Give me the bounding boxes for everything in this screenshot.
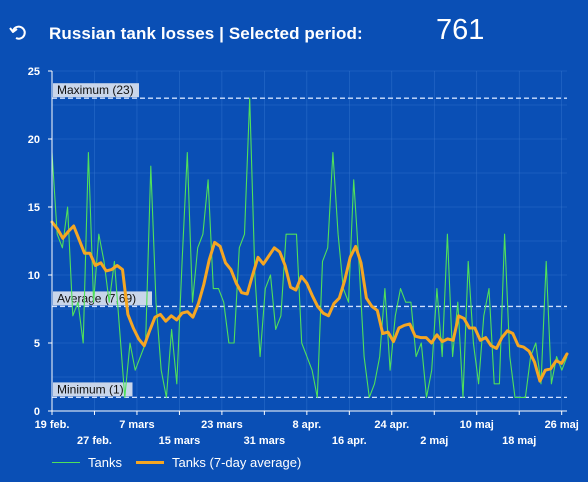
x-tick-label: 19 feb. [35,419,70,431]
legend-swatch-avg [135,461,164,464]
total-value: 761 [436,14,485,46]
x-tick-label: 16 apr. [332,435,367,447]
reference-label-maximum: Maximum (23) [57,83,134,97]
tank-losses-chart: Maximum (23) Average (7,69) Minimum (1) 0 5… [28,66,579,447]
reference-label-minimum: Minimum (1) [57,382,124,396]
legend-item-tanks[interactable]: Tanks [52,455,122,470]
y-tick-label: 20 [28,134,40,146]
x-tick-label: 8 apr. [292,419,321,431]
y-tick-label: 5 [34,338,40,350]
legend-label-avg: Tanks (7-day average) [171,455,302,470]
undo-arrow-icon[interactable] [8,22,30,44]
grid [51,70,567,412]
reference-label-box-maximum [53,83,139,98]
x-tick-label: 18 maj [502,435,536,447]
y-tick-label: 10 [28,270,40,282]
legend: Tanks Tanks (7-day average) [52,455,315,470]
reference-label-box-minimum [53,382,133,397]
x-tick-label: 2 maj [420,435,448,447]
x-tick-label: 24 apr. [374,419,409,431]
y-tick-label: 15 [28,202,40,214]
series [50,97,569,398]
series-line-tanks-7day-average [50,220,569,383]
legend-label-tanks: Tanks [88,455,122,470]
x-tick-label: 26 maj [545,419,579,431]
legend-item-avg[interactable]: Tanks (7-day average) [135,455,302,470]
x-tick-label: 23 mars [201,419,243,431]
x-tick-label: 27 feb. [77,435,112,447]
y-tick-label: 0 [34,406,40,418]
header: Russian tank losses | Selected period: 7… [0,0,588,62]
series-line-tanks [51,97,568,398]
legend-swatch-tanks [52,462,80,463]
x-tick-label: 15 mars [159,435,201,447]
axes: 0 5 10 15 20 25 19 feb. 27 feb. 7 mars 15 mars23 … [28,66,579,447]
x-tick-label: 31 mars [244,435,286,447]
x-tick-label: 10 maj [460,419,494,431]
y-tick-label: 25 [28,66,40,78]
reference-label-average: Average (7,69) [57,291,136,305]
chart-title: Russian tank losses | Selected period: [49,24,363,43]
x-tick-label: 7 mars [119,419,154,431]
